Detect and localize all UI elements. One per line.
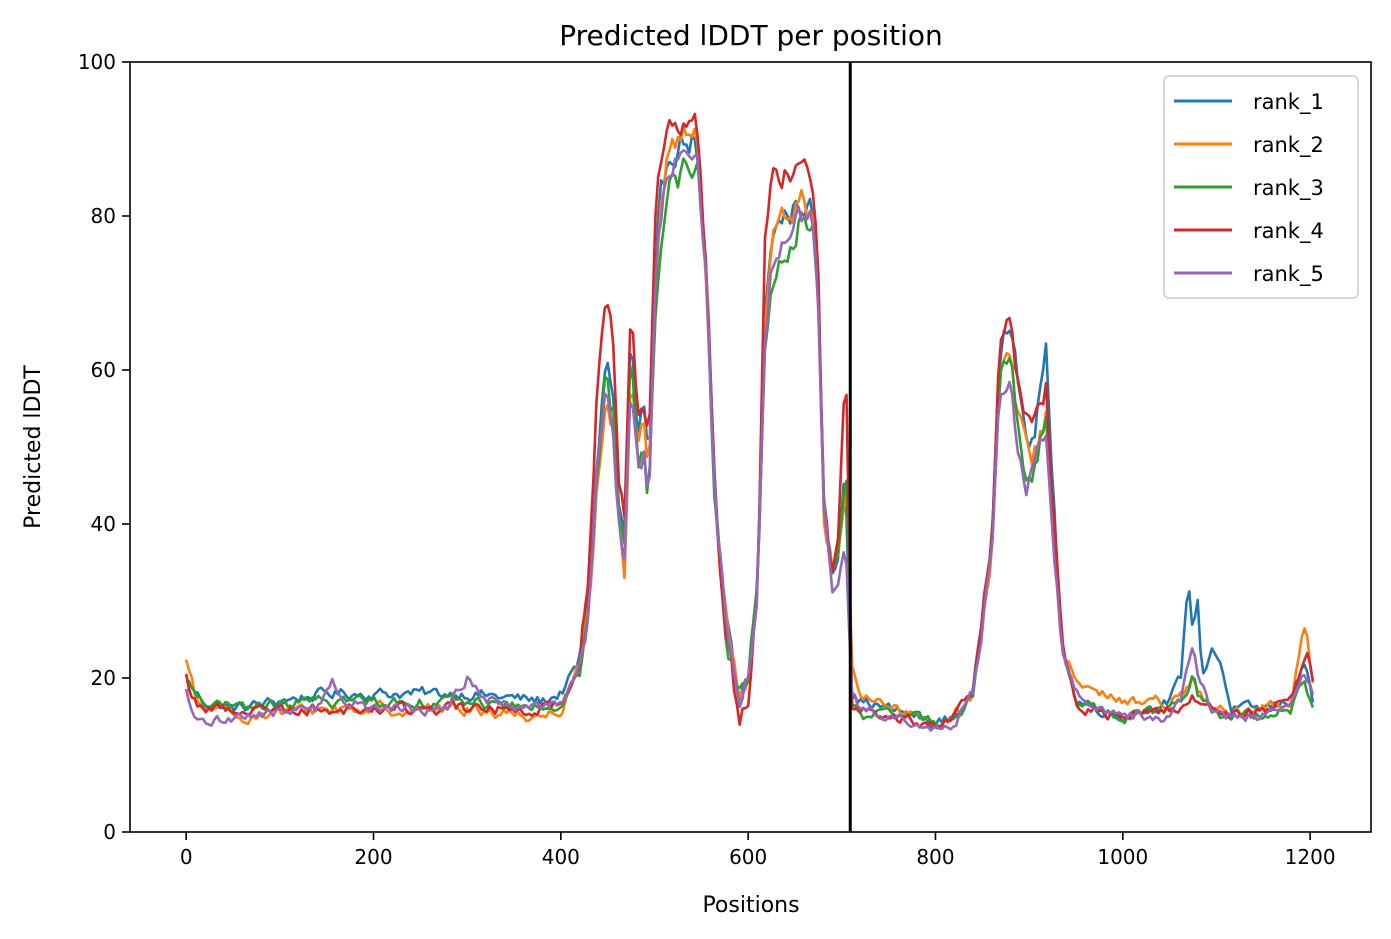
y-axis: 0 20 40 60 80 100 [78, 50, 130, 844]
legend-label-rank_1: rank_1 [1253, 90, 1324, 115]
legend-label-rank_5: rank_5 [1253, 262, 1324, 287]
x-axis-label: Positions [702, 893, 799, 918]
y-tick-label: 80 [91, 204, 116, 228]
x-axis: 0 200 400 600 800 1000 1200 [180, 832, 1336, 869]
x-tick-label: 600 [729, 845, 767, 869]
series-line-rank_5 [184, 149, 1315, 732]
y-tick-label: 60 [91, 358, 116, 382]
legend: rank_1 rank_2 rank_3 rank_4 rank_5 [1163, 75, 1359, 299]
x-tick-label: 400 [542, 845, 580, 869]
y-tick-label: 20 [91, 666, 116, 690]
x-tick-label: 0 [180, 845, 193, 869]
legend-label-rank_4: rank_4 [1253, 219, 1324, 244]
x-tick-label: 1000 [1097, 845, 1148, 869]
y-tick-label: 40 [91, 512, 116, 536]
y-tick-label: 100 [78, 50, 116, 74]
chart-title: Predicted lDDT per position [559, 19, 943, 52]
x-tick-label: 800 [916, 845, 954, 869]
y-axis-label: Predicted lDDT [21, 365, 46, 529]
series-layer [184, 112, 1315, 732]
plot-frame [129, 61, 1372, 833]
legend-frame [1163, 75, 1359, 299]
y-tick-label: 0 [103, 820, 116, 844]
x-tick-label: 200 [354, 845, 392, 869]
series-line-rank_4 [184, 112, 1315, 730]
legend-label-rank_3: rank_3 [1253, 176, 1324, 201]
x-tick-label: 1200 [1285, 845, 1336, 869]
legend-items: rank_1 rank_2 rank_3 rank_4 rank_5 [1174, 90, 1324, 287]
legend-label-rank_2: rank_2 [1253, 133, 1324, 158]
